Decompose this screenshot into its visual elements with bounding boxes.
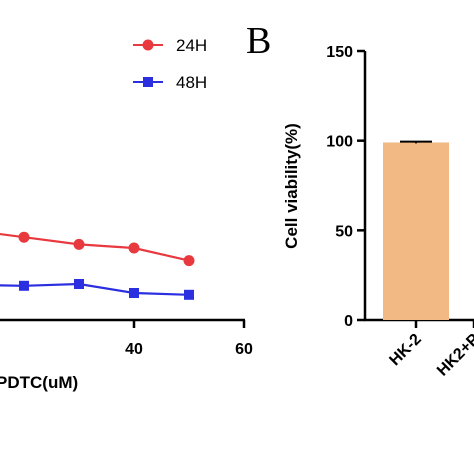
panel-a-x-axis-label: PDTC(uM) <box>0 373 78 392</box>
point-48h-20 <box>19 280 29 291</box>
point-24h-20 <box>18 231 30 243</box>
panel-b-bar-chart: B 0 50 100 150 Cell viability(%) HK-2 HK2+P <box>246 20 474 380</box>
legend-48h-marker-icon <box>143 77 153 87</box>
x-tick-label-hk-2: HK-2 <box>386 331 424 369</box>
series-line-24h <box>0 232 190 262</box>
panel-a-series-markers <box>18 231 195 300</box>
legend-48h-label: 48H <box>176 73 207 92</box>
point-24h-50 <box>183 255 195 267</box>
panel-a-line-chart: 40 60 PDTC(uM) 24H 48H <box>0 36 253 392</box>
point-48h-30 <box>74 279 84 289</box>
y-tick-label-0: 0 <box>344 313 353 330</box>
panel-b-label: B <box>246 20 271 62</box>
x-tick-label-hk2+p: HK2+P <box>434 331 474 380</box>
legend-24h-marker-icon <box>142 39 154 51</box>
point-24h-40 <box>128 242 140 254</box>
point-48h-50 <box>184 289 194 300</box>
panel-b-y-axis-label: Cell viability(%) <box>282 123 301 249</box>
point-24h-30 <box>73 238 85 250</box>
panel-b-bars <box>383 140 449 320</box>
legend-24h-label: 24H <box>176 36 207 55</box>
y-tick-label-100: 100 <box>326 134 353 151</box>
panel-a-legend: 24H 48H <box>133 36 207 92</box>
x-tick-label-60: 60 <box>235 341 253 358</box>
y-tick-label-50: 50 <box>335 223 353 240</box>
point-48h-40 <box>129 288 139 298</box>
y-tick-label-150: 150 <box>326 44 353 61</box>
panel-b-y-ticks: 0 50 100 150 <box>326 44 365 330</box>
x-tick-label-40: 40 <box>125 341 143 358</box>
panel-a-x-ticks: 40 60 <box>125 320 253 358</box>
bar-hk-2 <box>383 142 449 320</box>
panel-b-x-ticks: HK-2 HK2+P <box>386 320 474 380</box>
